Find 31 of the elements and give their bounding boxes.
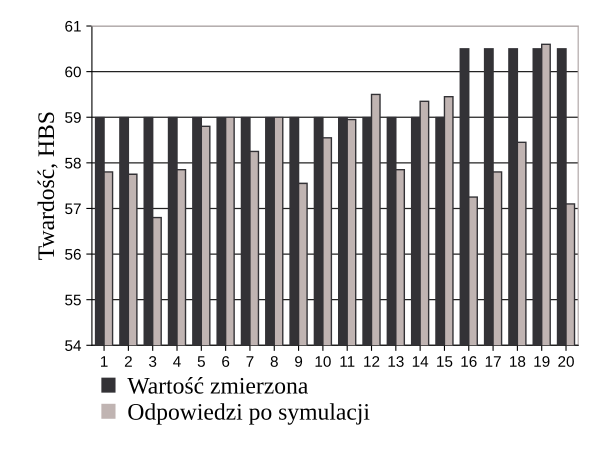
x-tick-label: 15 [437, 356, 452, 367]
x-tick-label: 2 [124, 356, 132, 367]
y-tick-label: 54 [65, 340, 82, 351]
x-tick-label: 19 [534, 356, 550, 367]
y-tick-label: 57 [65, 203, 81, 214]
y-tick-label: 56 [65, 248, 81, 260]
x-tick-label: 17 [486, 356, 501, 367]
y-axis-title: Twardość, HBS [38, 112, 58, 260]
y-tick-label: 58 [65, 158, 81, 169]
y-tick-label: 59 [65, 112, 81, 123]
x-tick-label: 20 [558, 356, 574, 367]
x-tick-label: 18 [510, 356, 526, 367]
x-tick-label: 3 [149, 356, 156, 367]
x-tick-label: 9 [295, 356, 302, 367]
x-tick-label: 7 [246, 356, 254, 367]
y-tick-label: 60 [65, 66, 81, 78]
x-tick-label: 6 [222, 356, 230, 367]
legend-label: Wartość zmierzona [127, 377, 308, 394]
x-tick-label: 11 [340, 356, 354, 367]
x-tick-label: 8 [270, 356, 278, 367]
legend-label: Odpowiedzi po symulacji [128, 403, 370, 425]
x-tick-label: 12 [364, 356, 380, 367]
x-tick-label: 13 [388, 356, 404, 367]
x-tick-label: 4 [173, 356, 181, 367]
y-tick-label: 55 [65, 294, 81, 306]
x-tick-label: 1 [100, 356, 108, 367]
x-tick-label: 16 [461, 356, 477, 367]
x-tick-label: 5 [198, 356, 205, 367]
y-tick-label: 61 [65, 20, 81, 32]
x-tick-label: 14 [412, 356, 428, 367]
x-tick-label: 10 [316, 356, 331, 367]
